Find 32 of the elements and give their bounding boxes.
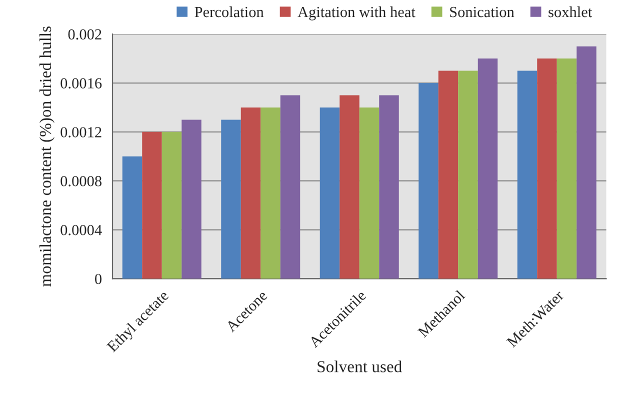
y-tick-label: 0.0004 (60, 224, 102, 236)
bar (556, 58, 577, 279)
bar (122, 156, 142, 279)
legend-label: soxhlet (548, 6, 592, 18)
bar (240, 107, 261, 279)
bar (280, 95, 300, 279)
bar (458, 70, 478, 279)
bar (260, 107, 280, 279)
y-tick-label: 0.002 (68, 29, 102, 40)
y-tick-label: 0.0012 (60, 127, 102, 138)
y-tick-label: 0.0016 (60, 78, 102, 89)
bar (438, 70, 458, 279)
bar (418, 83, 438, 279)
bar (182, 120, 202, 279)
legend-label: Agitation with heat (298, 6, 416, 20)
y-tick-label: 0 (95, 274, 102, 284)
legend-label: Sonication (450, 6, 514, 18)
bar (359, 107, 380, 279)
bar (320, 107, 340, 279)
legend-label: Percolation (194, 6, 264, 18)
bar (221, 120, 241, 279)
bar (142, 132, 162, 279)
bar (576, 46, 596, 279)
bar (537, 58, 557, 279)
bar (478, 58, 498, 279)
x-axis-title: Solvent used (318, 360, 402, 372)
y-axis-title: momilactone content (%)on dried hulls (39, 26, 55, 287)
bar (162, 132, 182, 279)
y-tick-label: 0.0008 (60, 176, 102, 186)
bar (517, 70, 538, 279)
bar (340, 95, 360, 279)
bar (379, 95, 399, 279)
